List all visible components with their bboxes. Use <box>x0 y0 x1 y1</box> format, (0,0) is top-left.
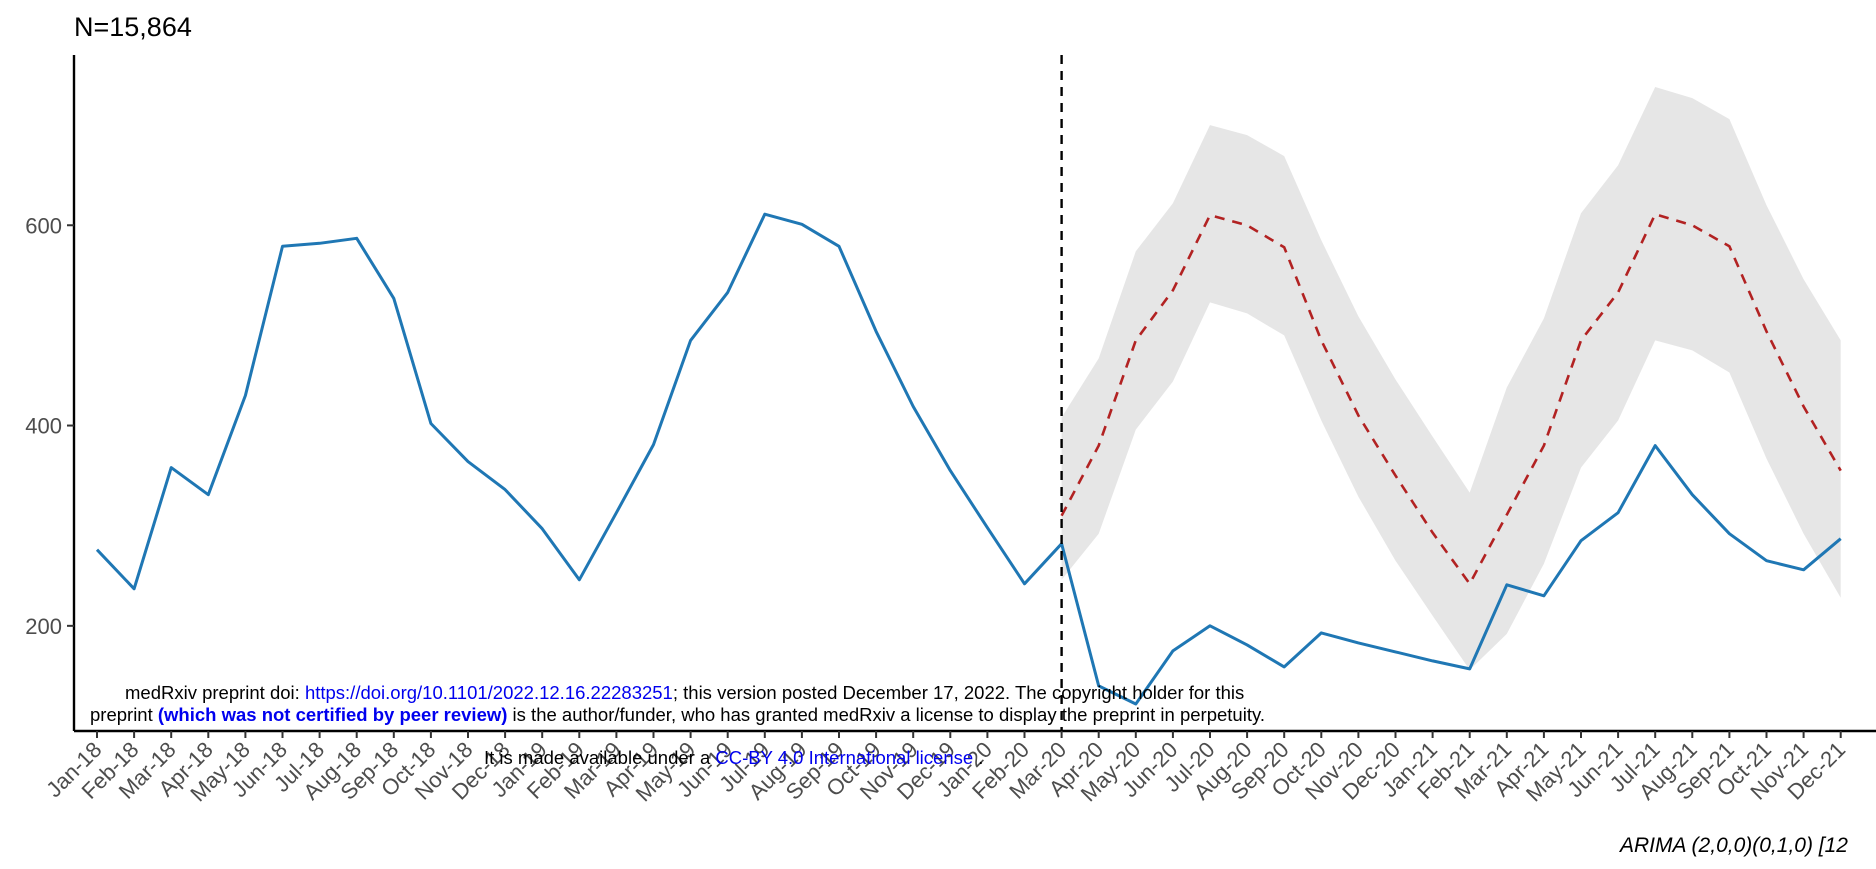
axes-layer <box>67 55 1876 738</box>
y-tick-label: 200 <box>25 614 62 639</box>
y-tick-labels: 200 400 600 <box>25 213 62 639</box>
prediction-interval-band <box>1061 87 1841 670</box>
peer-review-notice: (which was not certified by peer review) <box>157 704 508 725</box>
preprint-notice-line2: preprint (which was not certified by pee… <box>90 704 1265 725</box>
forecast-series-layer <box>1060 212 1842 587</box>
y-tick-label: 400 <box>25 414 62 439</box>
notice-line2-prefix: preprint <box>90 704 158 725</box>
forecast-series-line <box>1060 212 1842 587</box>
observed-series-layer <box>95 212 1842 706</box>
prediction-interval-layer <box>1061 87 1841 670</box>
notice-line2-suffix: is the author/funder, who has granted me… <box>507 704 1265 725</box>
notice-line3-prefix: It is made available under a <box>484 747 716 768</box>
observed-series-line <box>95 212 1842 706</box>
license-link[interactable]: CC-BY 4.0 International license <box>715 747 974 768</box>
doi-link[interactable]: https://doi.org/10.1101/2022.12.16.22283… <box>304 682 673 703</box>
notice-line3-suffix: . <box>973 747 984 768</box>
model-caption: ARIMA (2,0,0)(0,1,0) [12 <box>1618 834 1848 857</box>
chart-title: N=15,864 <box>74 12 192 42</box>
y-tick-label: 600 <box>25 213 62 238</box>
preprint-notice-line3: It is made available under a CC-BY 4.0 I… <box>484 747 984 768</box>
notice-line1-suffix: ; this version posted December 17, 2022.… <box>672 682 1245 703</box>
preprint-notice-line1: medRxiv preprint doi: https://doi.org/10… <box>125 682 1245 703</box>
notice-line1-prefix: medRxiv preprint doi: <box>125 682 305 703</box>
